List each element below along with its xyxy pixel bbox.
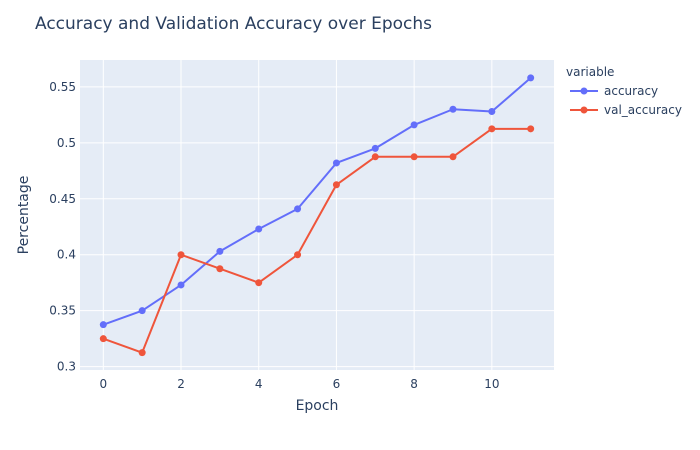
data-point-val_accuracy[interactable] — [255, 279, 263, 287]
data-point-accuracy[interactable] — [371, 144, 379, 152]
y-axis-ticks: 0.3 0.35 0.4 0.45 0.5 0.55 — [49, 80, 76, 374]
legend[interactable]: variable accuracy val_accuracy — [566, 65, 682, 117]
data-point-accuracy[interactable] — [488, 107, 496, 115]
series-val_accuracy — [99, 125, 535, 357]
legend-label: val_accuracy — [604, 103, 682, 117]
x-axis-title: Epoch — [296, 398, 339, 414]
data-point-val_accuracy[interactable] — [99, 335, 107, 343]
series-line-val_accuracy — [102, 127, 531, 354]
x-tick-label: 8 — [410, 377, 418, 391]
chart-title: Accuracy and Validation Accuracy over Ep… — [35, 14, 432, 34]
x-tick-label: 6 — [333, 377, 341, 391]
data-point-accuracy[interactable] — [449, 105, 457, 113]
data-point-accuracy[interactable] — [177, 281, 185, 289]
y-tick-label: 0.5 — [57, 136, 76, 150]
data-point-val_accuracy[interactable] — [177, 251, 185, 259]
legend-title: variable — [566, 65, 614, 79]
data-point-val_accuracy[interactable] — [371, 153, 379, 161]
data-point-val_accuracy[interactable] — [138, 349, 146, 357]
data-point-val_accuracy[interactable] — [332, 181, 340, 189]
data-point-accuracy[interactable] — [527, 74, 535, 82]
y-tick-label: 0.45 — [49, 192, 76, 206]
legend-label: accuracy — [604, 84, 658, 98]
data-point-accuracy[interactable] — [99, 321, 107, 329]
data-point-val_accuracy[interactable] — [410, 153, 418, 161]
y-tick-label: 0.3 — [57, 360, 76, 374]
y-tick-label: 0.55 — [49, 80, 76, 94]
data-point-accuracy[interactable] — [138, 307, 146, 315]
series-layer — [99, 74, 535, 357]
data-point-val_accuracy[interactable] — [527, 125, 535, 133]
data-point-accuracy[interactable] — [216, 247, 224, 255]
series-line-accuracy — [102, 77, 532, 326]
plot-area — [80, 60, 554, 370]
data-point-accuracy[interactable] — [410, 121, 418, 129]
data-point-accuracy[interactable] — [255, 225, 263, 233]
legend-item-accuracy[interactable]: accuracy — [570, 84, 658, 98]
x-tick-label: 10 — [484, 377, 499, 391]
y-tick-label: 0.4 — [57, 248, 76, 262]
y-tick-label: 0.35 — [49, 304, 76, 318]
data-point-val_accuracy[interactable] — [216, 265, 224, 273]
legend-item-val_accuracy[interactable]: val_accuracy — [570, 103, 682, 117]
data-point-accuracy[interactable] — [332, 159, 340, 167]
legend-items[interactable]: accuracy val_accuracy — [570, 84, 682, 117]
series-accuracy — [99, 74, 535, 329]
data-point-val_accuracy[interactable] — [488, 125, 496, 133]
data-point-val_accuracy[interactable] — [294, 251, 302, 259]
data-point-accuracy[interactable] — [294, 205, 302, 213]
x-tick-label: 4 — [255, 377, 263, 391]
x-tick-label: 0 — [99, 377, 107, 391]
data-point-val_accuracy[interactable] — [449, 153, 457, 161]
x-tick-label: 2 — [177, 377, 185, 391]
y-axis-title: Percentage — [16, 176, 32, 255]
legend-swatch-marker — [580, 106, 588, 114]
legend-swatch-marker — [580, 87, 588, 95]
x-axis-ticks: 0 2 4 6 8 10 — [99, 377, 499, 391]
